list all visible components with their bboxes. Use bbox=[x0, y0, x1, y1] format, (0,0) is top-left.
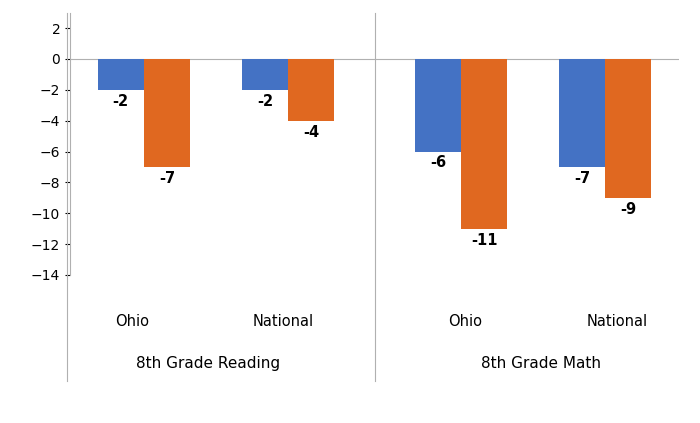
Bar bbox=[606, 59, 651, 198]
Text: National: National bbox=[587, 314, 648, 329]
Bar bbox=[415, 59, 461, 151]
Bar bbox=[98, 59, 144, 90]
Text: -6: -6 bbox=[430, 155, 446, 170]
Bar bbox=[559, 59, 606, 167]
Text: Ohio: Ohio bbox=[115, 314, 149, 329]
Bar bbox=[144, 59, 190, 167]
Text: Ohio: Ohio bbox=[449, 314, 482, 329]
Text: -7: -7 bbox=[159, 171, 175, 186]
Bar bbox=[242, 59, 288, 90]
Bar bbox=[288, 59, 334, 121]
Text: -11: -11 bbox=[471, 233, 497, 247]
Text: -7: -7 bbox=[574, 171, 590, 186]
Bar bbox=[461, 59, 507, 229]
Text: -2: -2 bbox=[257, 93, 273, 109]
Text: National: National bbox=[253, 314, 314, 329]
Text: -4: -4 bbox=[303, 124, 319, 140]
Text: 8th Grade Reading: 8th Grade Reading bbox=[136, 356, 280, 371]
Text: 8th Grade Math: 8th Grade Math bbox=[481, 356, 601, 371]
Text: -9: -9 bbox=[620, 202, 636, 217]
Text: -2: -2 bbox=[113, 93, 129, 109]
